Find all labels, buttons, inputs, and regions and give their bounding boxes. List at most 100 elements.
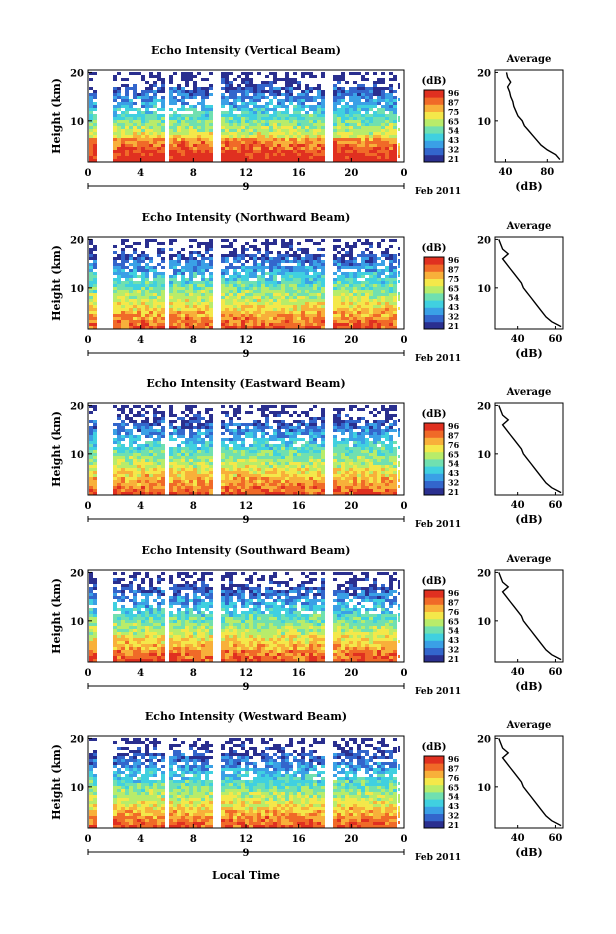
heatmap-cell	[153, 453, 157, 456]
heatmap-cell	[189, 132, 193, 135]
heatmap-cell	[321, 144, 325, 147]
heatmap-cell	[261, 290, 265, 293]
heatmap-cell	[129, 453, 133, 456]
heatmap-cell	[201, 323, 205, 326]
heatmap-cell	[317, 135, 321, 138]
heatmap-cell	[365, 299, 369, 302]
heatmap-cell	[161, 141, 165, 144]
heatmap-cell	[241, 251, 245, 254]
heatmap-cell	[149, 444, 153, 447]
heatmap-cell	[365, 317, 369, 320]
heatmap-cell	[293, 474, 297, 477]
heatmap-cell	[221, 299, 225, 302]
heatmap-cell	[321, 471, 325, 474]
heatmap-cell	[265, 462, 269, 465]
heatmap-cell	[381, 123, 385, 126]
heatmap-cell	[237, 483, 241, 486]
heatmap-cell	[161, 471, 165, 474]
heatmap-cell	[377, 156, 381, 159]
heatmap-cell	[233, 462, 237, 465]
heatmap-cell	[381, 141, 385, 144]
heatmap-cell	[145, 417, 149, 420]
heatmap-cell	[281, 120, 285, 123]
heatmap-cell	[301, 117, 305, 120]
heatmap-cell	[273, 114, 277, 117]
heatmap-cell	[185, 266, 189, 269]
heatmap-cell	[297, 278, 301, 281]
heatmap-cell	[337, 471, 341, 474]
heatmap-cell	[277, 456, 281, 459]
heatmap-cell	[145, 272, 149, 275]
heatmap-cell	[113, 126, 117, 129]
heatmap-cell	[309, 471, 313, 474]
heatmap-cell	[209, 239, 213, 242]
heatmap-cell	[373, 305, 377, 308]
heatmap-cell	[93, 435, 97, 438]
heatmap-cell	[265, 117, 269, 120]
heatmap-cell	[321, 290, 325, 293]
heatmap-cell	[181, 278, 185, 281]
heatmap-cell	[305, 111, 309, 114]
heatmap-cell	[269, 320, 273, 323]
heatmap-cell	[309, 293, 313, 296]
heatmap-cell	[265, 239, 269, 242]
heatmap-cell	[293, 81, 297, 84]
heatmap-cell	[353, 72, 357, 75]
heatmap-cell	[205, 251, 209, 254]
heatmap-cell	[237, 117, 241, 120]
heatmap-cell	[249, 468, 253, 471]
heatmap-cell	[229, 287, 233, 290]
heatmap-cell	[225, 480, 229, 483]
heatmap-cell	[225, 302, 229, 305]
heatmap-cell	[189, 311, 193, 314]
heatmap-cell	[229, 477, 233, 480]
heatmap-cell	[209, 299, 213, 302]
heatmap-cell	[277, 489, 281, 492]
heatmap-cell	[398, 146, 400, 149]
heatmap-cell	[141, 102, 145, 105]
heatmap-cell	[209, 141, 213, 144]
heatmap-cell	[125, 90, 129, 93]
heatmap-cell	[381, 132, 385, 135]
heatmap-cell	[345, 308, 349, 311]
heatmap-cell	[345, 429, 349, 432]
heatmap-cell	[117, 281, 121, 284]
heatmap-cell	[253, 114, 257, 117]
heatmap-cell	[285, 272, 289, 275]
heatmap-cell	[357, 281, 361, 284]
heatmap-cell	[293, 281, 297, 284]
heatmap-cell	[297, 96, 301, 99]
heatmap-cell	[157, 471, 161, 474]
heatmap-cell	[277, 438, 281, 441]
heatmap-cell	[117, 87, 121, 90]
heatmap-cell	[333, 257, 337, 260]
heatmap-cell	[349, 260, 353, 263]
heatmap-cell	[337, 278, 341, 281]
heatmap-cell	[321, 456, 325, 459]
heatmap-cell	[309, 296, 313, 299]
heatmap-cell	[221, 420, 225, 423]
heatmap-cell	[89, 420, 93, 423]
heatmap-cell	[253, 477, 257, 480]
heatmap-cell	[385, 105, 389, 108]
heatmap-cell	[89, 305, 93, 308]
heatmap-cell	[117, 105, 121, 108]
heatmap-cell	[225, 153, 229, 156]
heatmap-cell	[185, 117, 189, 120]
heatmap-cell	[285, 245, 289, 248]
heatmap-cell	[385, 117, 389, 120]
heatmap-cell	[357, 317, 361, 320]
heatmap-cell	[225, 320, 229, 323]
heatmap-cell	[389, 284, 393, 287]
heatmap-cell	[321, 248, 325, 251]
heatmap-cell	[273, 302, 277, 305]
heatmap-cell	[277, 147, 281, 150]
heatmap-cell	[189, 245, 193, 248]
heatmap-cell	[137, 426, 141, 429]
heatmap-cell	[145, 123, 149, 126]
heatmap-cell	[221, 129, 225, 132]
heatmap-cell	[353, 108, 357, 111]
heatmap-cell	[381, 108, 385, 111]
heatmap-cell	[149, 296, 153, 299]
heatmap-cell	[269, 138, 273, 141]
